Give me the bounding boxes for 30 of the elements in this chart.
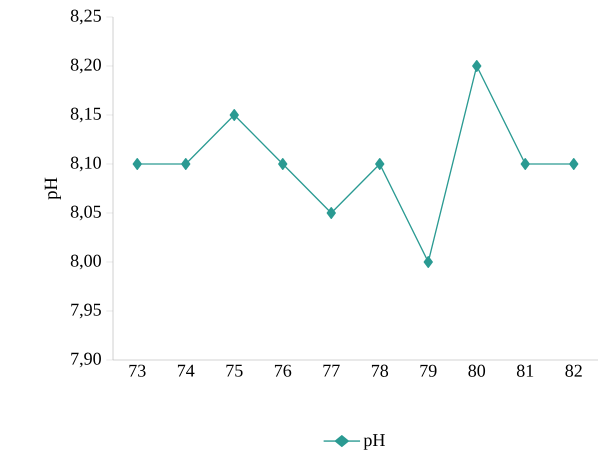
point [132,158,142,170]
point [472,60,482,72]
x-tick-label: 74 [178,364,194,377]
point [326,206,336,219]
x-tick-label: 82 [565,364,582,377]
x-tick-label: 75 [226,364,243,377]
y-tick-label: 8,00 [70,254,101,270]
x-tick-label: 81 [516,364,534,377]
x-tick-label: 79 [420,364,437,377]
x-tick-label: 78 [372,364,388,377]
y-tick-label: 8,20 [70,58,101,74]
y-tick-label: 8,05 [70,206,101,220]
y-tick-label: 8,25 [70,10,101,24]
y-tick-label: 7,90 [71,352,101,368]
point [375,158,384,170]
y-tick-label: 8,10 [70,156,101,172]
point [520,158,530,170]
x-tick-label: 73 [129,364,146,377]
y-tick-label: 7,95 [71,304,101,318]
point [569,158,578,170]
point [278,158,288,170]
point [181,158,190,170]
point [230,108,239,121]
x-tick-label: 77 [323,364,340,376]
legend-label: pH [364,434,385,450]
x-tick-label: 80 [468,364,486,377]
y-tick-label: 8,15 [70,108,101,122]
point [424,256,433,268]
y-axis-title: pH [44,178,61,200]
x-tick-label: 76 [274,364,292,377]
